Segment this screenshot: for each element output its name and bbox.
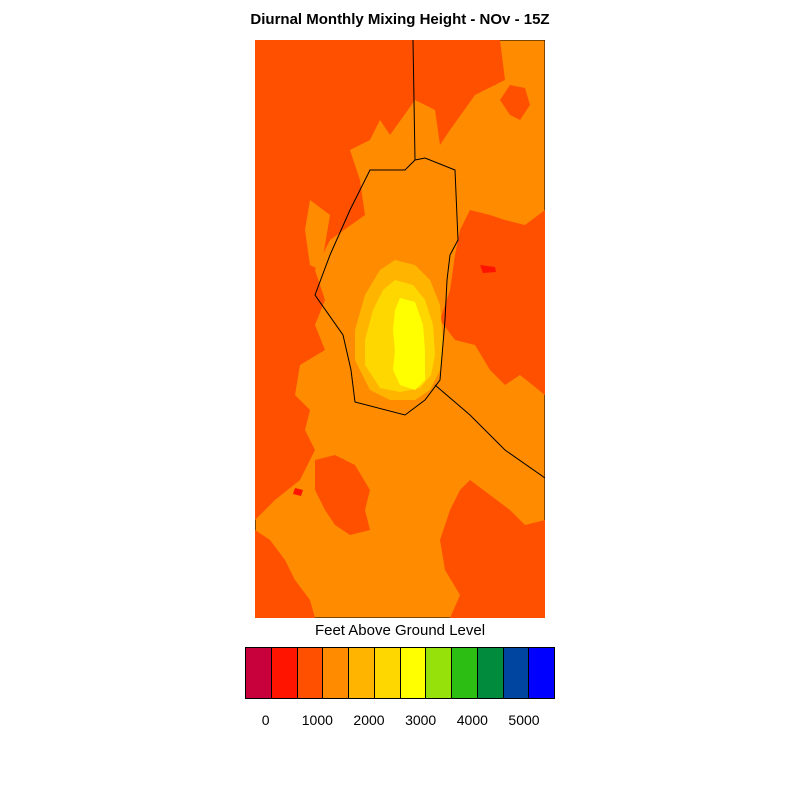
colorbar-swatch xyxy=(323,648,349,698)
colorbar-tick-label: 0 xyxy=(261,712,270,728)
colorbar-tick-label: 4000 xyxy=(456,712,488,728)
colorbar-swatch xyxy=(529,648,554,698)
colorbar-swatch xyxy=(400,648,427,698)
contour-south-red xyxy=(293,488,303,496)
contour-southwest-low xyxy=(255,530,315,618)
contour-west-low xyxy=(255,40,505,520)
county-line xyxy=(434,384,545,479)
colorbar-tick-label: 5000 xyxy=(508,712,540,728)
colorbar-swatch xyxy=(271,648,298,698)
contour-southeast-low xyxy=(440,480,545,618)
colorbar-tick-label: 1000 xyxy=(301,712,333,728)
contour-2500-3000 xyxy=(393,298,425,390)
contour-lower-pocket xyxy=(355,425,400,460)
contour-west-pocket xyxy=(305,200,330,270)
chart-title: Diurnal Monthly Mixing Height - NOv - 15… xyxy=(250,11,550,28)
contour-northeast-low xyxy=(500,85,530,120)
colorbar-tick-label: 3000 xyxy=(405,712,437,728)
colorbar-swatch xyxy=(503,648,530,698)
colorbar-swatch xyxy=(246,648,272,698)
contour-east-low xyxy=(440,210,545,395)
colorbar xyxy=(245,647,555,699)
colorbar-swatch xyxy=(426,648,452,698)
basin-boundary xyxy=(314,40,459,416)
legend-label: Feet Above Ground Level xyxy=(314,622,486,639)
colorbar-swatch xyxy=(349,648,375,698)
colorbar-swatch xyxy=(477,648,504,698)
contour-south-low xyxy=(315,455,370,535)
colorbar-swatch xyxy=(297,648,324,698)
colorbar-swatch xyxy=(452,648,478,698)
colorbar-swatch xyxy=(374,648,401,698)
contour-east-red xyxy=(480,265,496,273)
mixing-height-map xyxy=(255,40,545,618)
colorbar-tick-label: 2000 xyxy=(353,712,385,728)
